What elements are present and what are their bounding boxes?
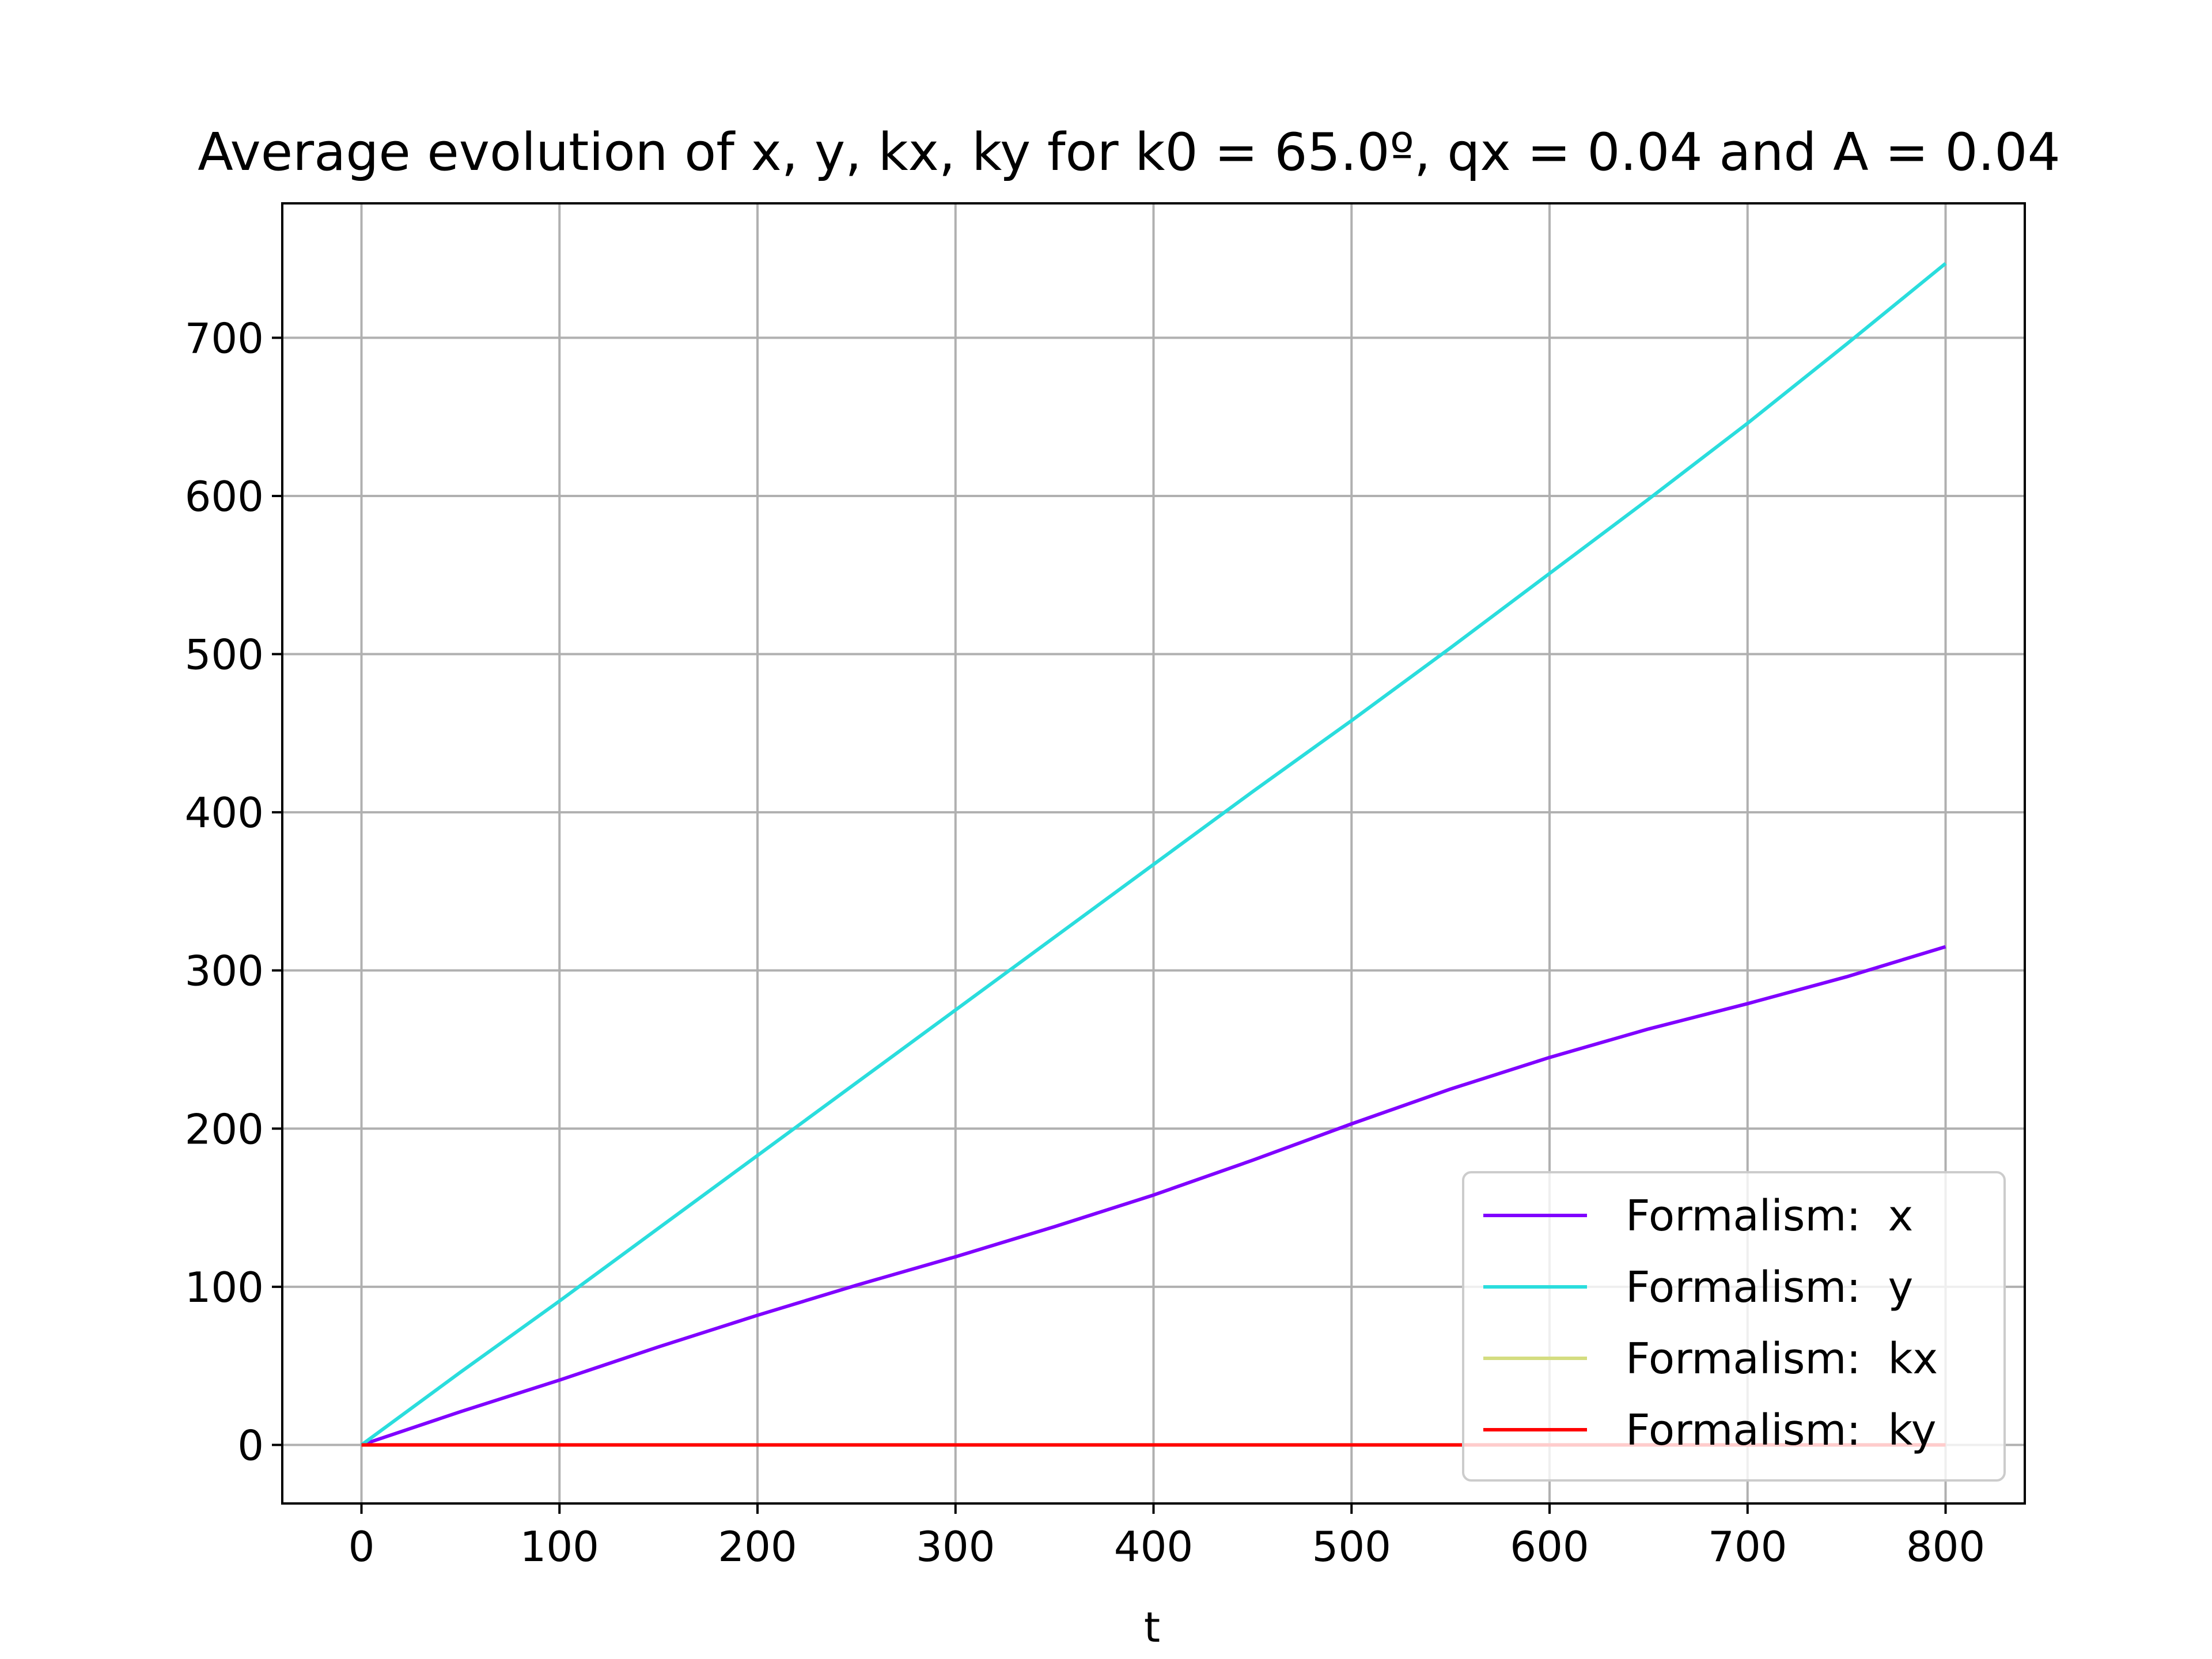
y-tick-label: 600 (185, 472, 264, 521)
y-tick-label: 400 (185, 789, 264, 837)
x-tick-label: 200 (718, 1522, 797, 1571)
y-tick-label: 200 (185, 1105, 264, 1153)
y-tick-label: 0 (237, 1421, 264, 1469)
x-tick-label: 0 (349, 1522, 375, 1571)
axis-ticks: 0 100 200 300 400 500 600 700 800 0 100 200 300 400 50… (185, 314, 1986, 1571)
x-tick-label: 500 (1312, 1522, 1391, 1571)
chart-title: Average evolution of x, y, kx, ky for k0… (198, 122, 2061, 183)
x-tick-label: 100 (520, 1522, 599, 1571)
x-tick-label: 700 (1708, 1522, 1787, 1571)
x-tick-label: 800 (1906, 1522, 1985, 1571)
legend-label: Formalism: kx (1626, 1334, 1938, 1384)
x-tick-label: 400 (1114, 1522, 1193, 1571)
legend-box (1462, 1171, 2006, 1482)
x-axis-label: t (1144, 1603, 1160, 1652)
y-tick-label: 100 (185, 1263, 264, 1312)
legend: Formalism: x Formalism: y Formalism: kx For… (1462, 1171, 2006, 1482)
series-line (360, 262, 1947, 1446)
series-line (361, 945, 1946, 1447)
legend-label: Formalism: y (1626, 1263, 1913, 1312)
y-tick-label: 700 (185, 314, 264, 362)
y-tick-label: 300 (185, 947, 264, 995)
legend-label: Formalism: ky (1626, 1406, 1937, 1455)
x-tick-label: 300 (916, 1522, 995, 1571)
x-tick-label: 600 (1510, 1522, 1589, 1571)
legend-label: Formalism: x (1626, 1191, 1913, 1241)
y-tick-label: 500 (185, 631, 264, 679)
